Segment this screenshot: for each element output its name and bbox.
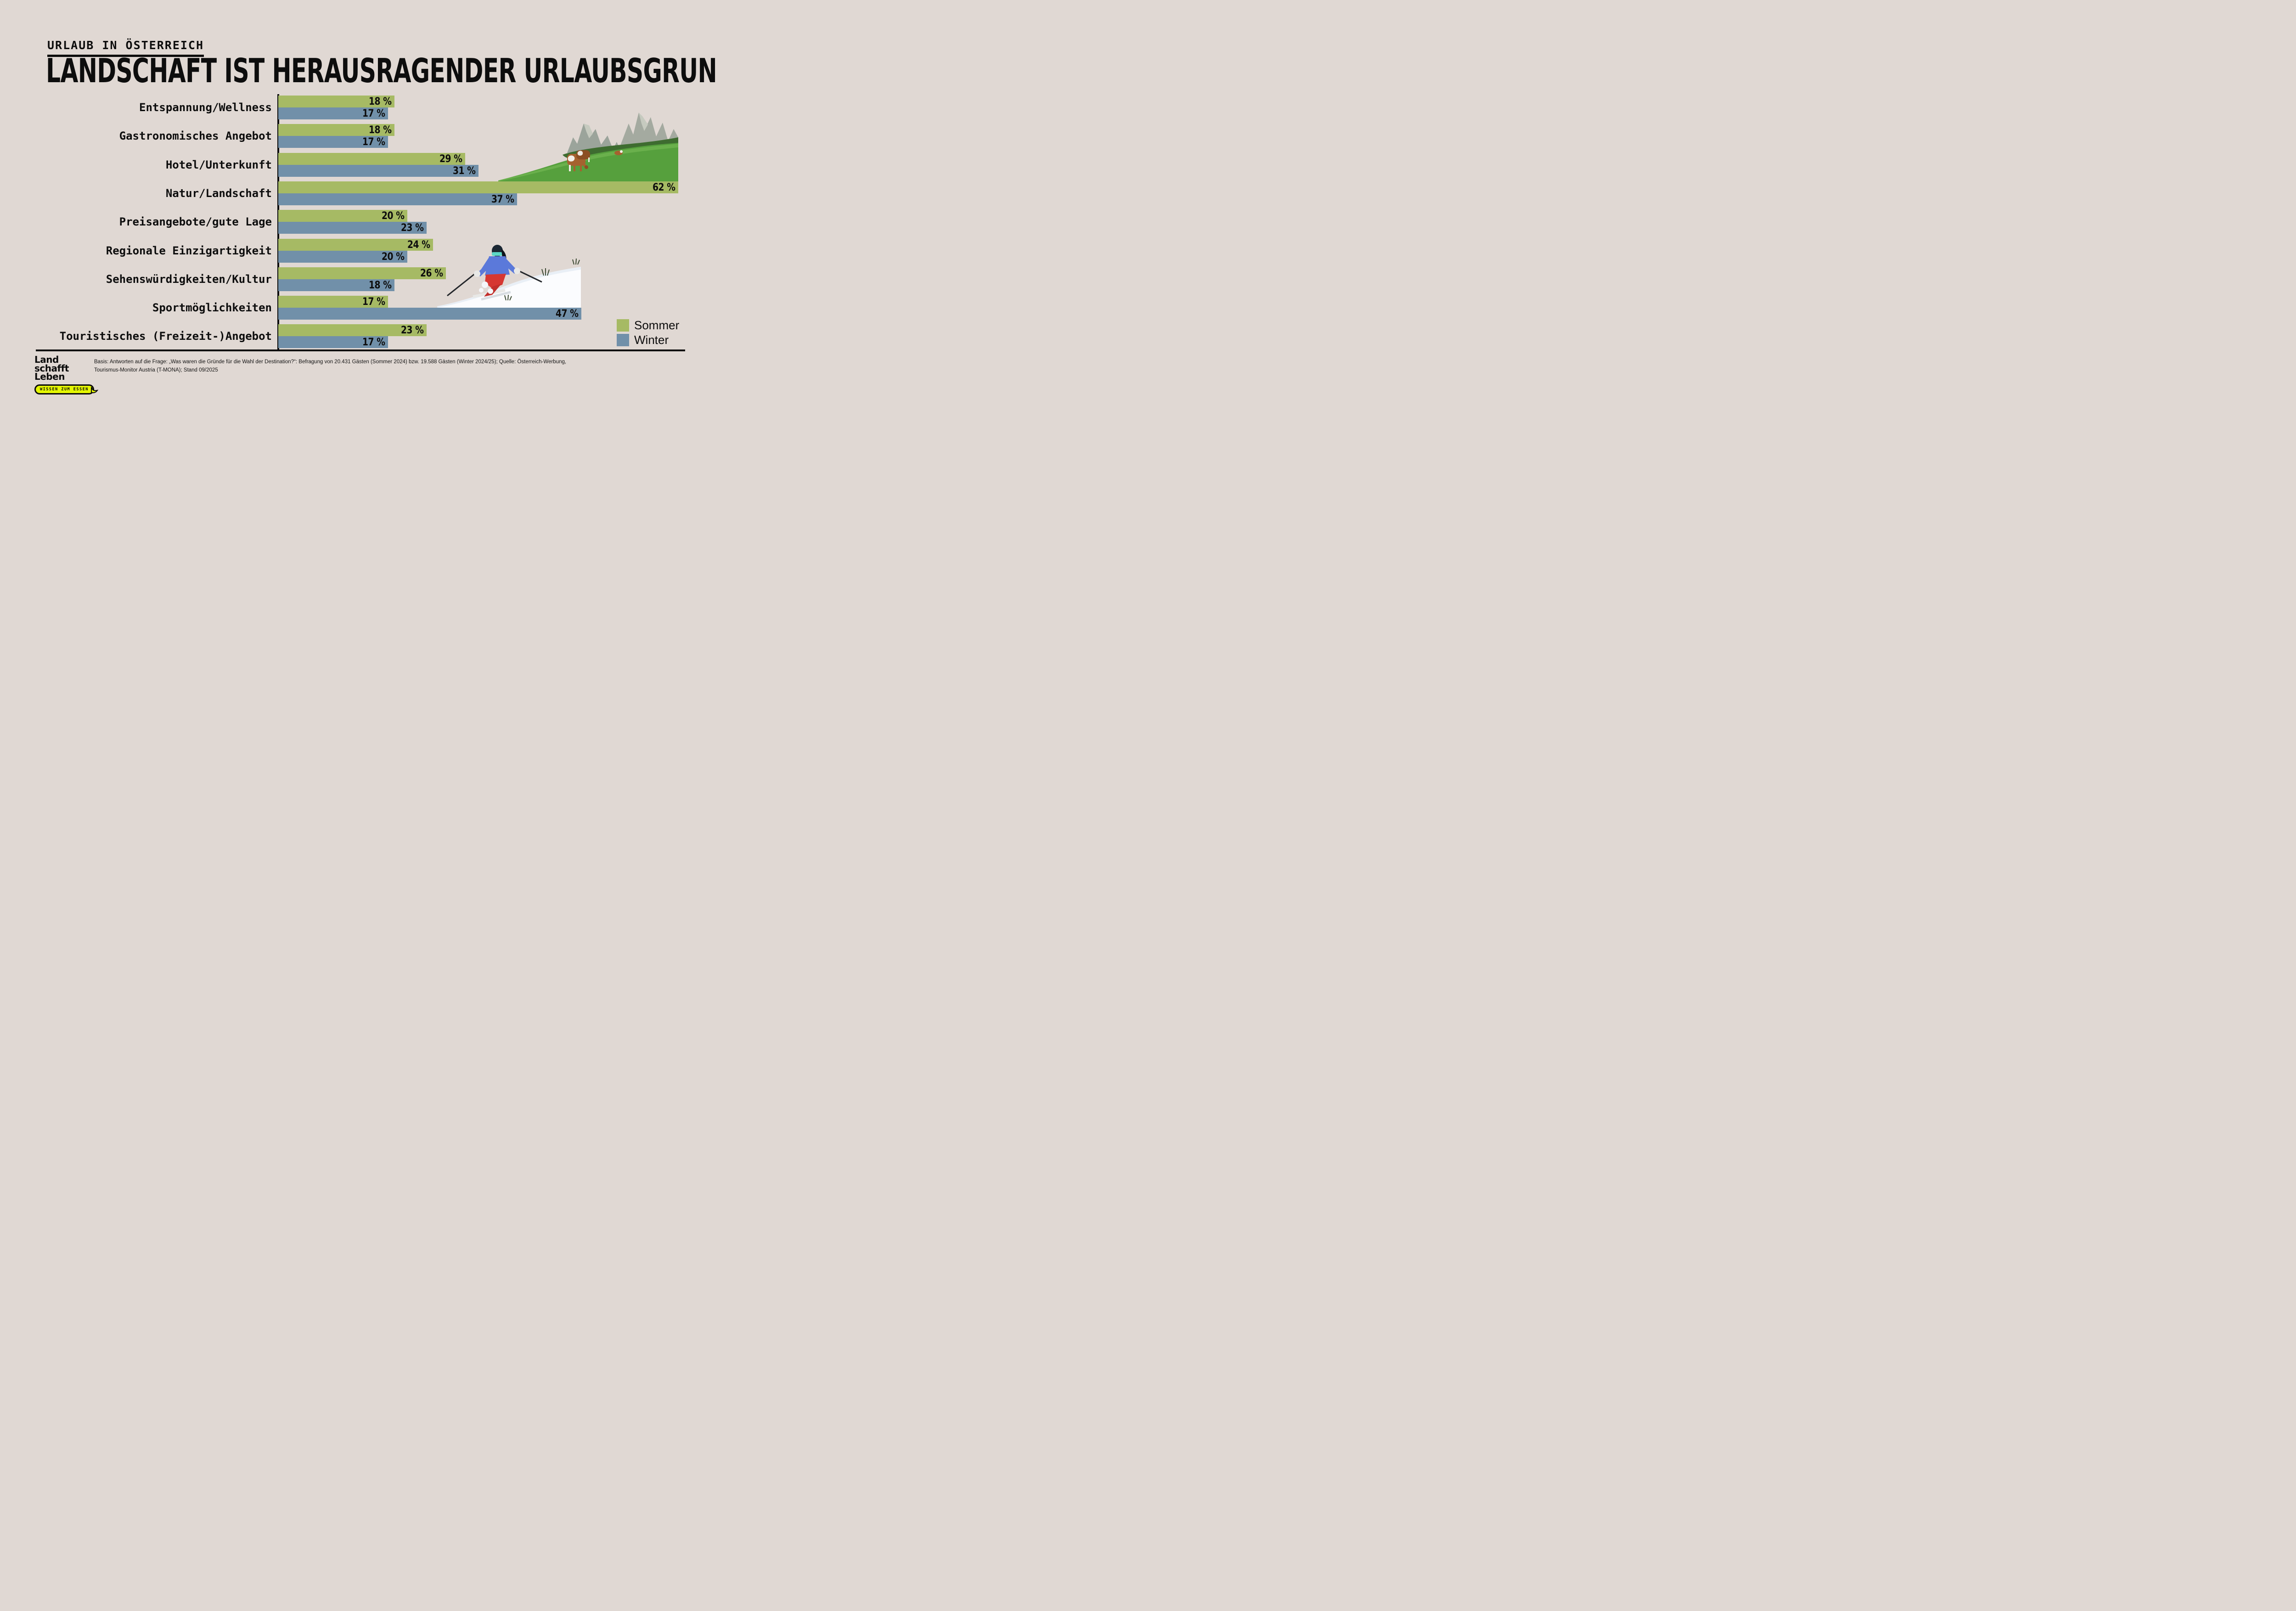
logo-word-1: Land [34,354,59,365]
source-note-line1: Basis: Antworten auf die Frage: „Was war… [94,359,567,365]
bar-value-label: 20 % [381,210,405,222]
cow-figure [567,150,623,171]
bar-winter: 31 % [278,165,478,177]
logo-badge-text: WISSEN ZUM ESSEN [40,387,89,392]
category-label: Sehenswürdigkeiten/Kultur [106,273,272,286]
legend-item-sommer: Sommer [617,319,679,332]
bar-value-label: 37 % [491,193,514,205]
bar-value-label: 18 % [368,124,392,136]
page-title: LANDSCHAFT IST HERAUSRAGENDER URLAUBSGRU… [46,51,717,90]
bar-value-label: 47 % [555,308,579,320]
x-axis-line [36,349,685,351]
bar-winter: 17 % [278,336,388,348]
source-note: Basis: Antworten auf die Frage: „Was war… [94,358,691,374]
bar-value-label: 31 % [452,165,476,177]
bar-sommer: 20 % [278,210,407,222]
category-label: Touristisches (Freizeit-)Angebot [59,330,272,343]
bar-value-label: 20 % [381,251,405,263]
mountain-meadow-cows-photo [498,113,678,181]
legend-item-winter: Winter [617,334,679,346]
bar-sommer: 29 % [278,153,465,165]
category-label: Sportmöglichkeiten [152,301,272,314]
category-label: Preisangebote/gute Lage [119,215,272,228]
category-label: Entspannung/Wellness [139,101,272,114]
bar-winter: 18 % [278,279,394,291]
grass-tufts [504,258,580,301]
bar-value-label: 18 % [368,279,392,291]
bar-value-label: 62 % [652,181,675,193]
eyebrow-heading: URLAUB IN ÖSTERREICH [47,39,204,57]
bar-winter: 47 % [278,308,581,320]
bar-winter: 20 % [278,251,407,263]
bar-value-label: 17 % [362,296,385,308]
legend-label-sommer: Sommer [634,318,680,332]
category-label: Natur/Landschaft [165,187,272,200]
logo-badge-tail [90,387,98,393]
bar-value-label: 23 % [400,222,424,234]
bar-chart: Entspannung/Wellness 18 % 17 % Gastronomisc… [0,0,717,403]
bar-sommer: 62 % [278,181,678,193]
bar-sommer: 18 % [278,124,394,136]
source-note-line2: Tourismus-Monitor Austria (T-MONA); Stan… [94,367,218,373]
bar-value-label: 26 % [420,267,443,279]
winter-swatch [617,334,629,346]
chart-legend: Sommer Winter [617,319,679,349]
sommer-swatch [617,319,629,332]
bar-winter: 23 % [278,222,427,234]
bar-value-label: 23 % [400,324,424,336]
bar-value-label: 17 % [362,136,385,148]
bar-value-label: 24 % [407,239,430,251]
bar-sommer: 26 % [278,267,446,279]
bar-winter: 37 % [278,193,517,205]
category-label: Hotel/Unterkunft [165,158,272,171]
bar-sommer: 24 % [278,239,433,251]
logo-word-2: schafft [34,362,69,374]
land-schafft-leben-logo: Land schafft Leben WISSEN ZUM ESSEN [34,354,98,394]
bar-winter: 17 % [278,107,388,119]
bar-sommer: 23 % [278,324,427,336]
bar-sommer: 18 % [278,96,394,107]
bar-value-label: 17 % [362,107,385,119]
category-label: Regionale Einzigartigkeit [106,244,272,257]
bar-sommer: 17 % [278,296,388,308]
skier-figure [447,245,542,301]
bar-value-label: 17 % [362,336,385,348]
bar-value-label: 18 % [368,96,392,107]
bar-value-label: 29 % [439,153,462,165]
bar-winter: 17 % [278,136,388,148]
skier-photo [437,245,581,308]
legend-label-winter: Winter [634,333,669,347]
logo-word-3: Leben [34,371,65,382]
category-label: Gastronomisches Angebot [119,130,272,142]
infographic-canvas: URLAUB IN ÖSTERREICH LANDSCHAFT IST HERA… [0,0,717,403]
logo-badge: WISSEN ZUM ESSEN [34,384,98,394]
